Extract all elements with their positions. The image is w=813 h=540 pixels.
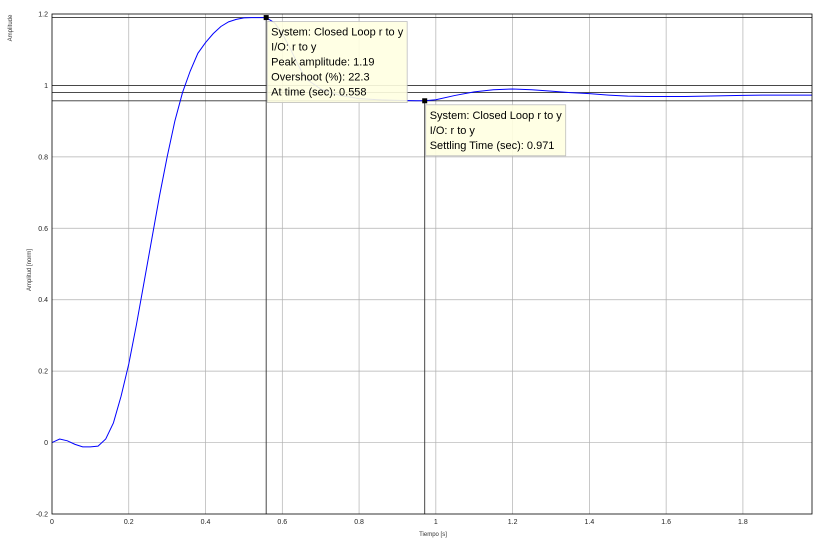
y-tick-label: -0.2 — [36, 512, 48, 519]
datatip-line: Overshoot (%): 22.3 — [271, 72, 369, 84]
datatip-line: I/O: r to y — [430, 125, 476, 137]
characteristic-reference-lines — [52, 17, 812, 514]
x-tick-label: 1.2 — [508, 519, 518, 526]
datatip-line: Settling Time (sec): 0.971 — [430, 140, 555, 152]
y-tick-label: 0.8 — [38, 154, 48, 161]
datatip-group: System: Closed Loop r to y I/O: r to y Pea… — [266, 21, 567, 157]
datatip-line: System: Closed Loop r to y — [271, 27, 404, 39]
x-tick-label: 0.6 — [277, 519, 287, 526]
y-tick-label: 0.2 — [38, 369, 48, 376]
datatip-line: At time (sec): 0.558 — [271, 87, 366, 99]
datatip-box[interactable]: System: Closed Loop r to y I/O: r to y Pea… — [266, 21, 408, 103]
y-tick-label: 0.6 — [38, 226, 48, 233]
x-tick-label: 0.8 — [354, 519, 364, 526]
datatip-line: System: Closed Loop r to y — [430, 110, 563, 122]
y-tick-label: 0.4 — [38, 297, 48, 304]
y-axis-title: Amplitud [norm] — [27, 249, 33, 291]
marker-group — [263, 15, 428, 104]
y-tick-label: 1.2 — [38, 12, 48, 19]
datatip-background — [266, 21, 408, 103]
x-tick-label: 1.4 — [585, 519, 595, 526]
datatip-line: Peak amplitude: 1.19 — [271, 57, 374, 69]
datatip-marker[interactable] — [263, 15, 269, 21]
datatip-box[interactable]: System: Closed Loop r to y I/O: r to y Set… — [425, 104, 567, 157]
x-tick-label: 0.4 — [201, 519, 211, 526]
x-axis-title: Tiempo [s] — [419, 532, 447, 538]
outer-y-axis-title: Amplitude — [8, 14, 14, 41]
x-tick-label: 1.8 — [738, 519, 748, 526]
x-tick-label: 1.6 — [661, 519, 671, 526]
x-tick-label: 0 — [50, 519, 54, 526]
y-tick-label: 0 — [44, 440, 48, 447]
x-tick-label: 1 — [434, 519, 438, 526]
datatip-line: I/O: r to y — [271, 42, 317, 54]
plot-frame — [51, 13, 813, 515]
plot-area[interactable] — [52, 14, 812, 514]
x-tick-label: 0.2 — [124, 519, 134, 526]
tick-labels: 0 0.2 0.4 0.6 0.8 1 1.2 1.4 1.6 1.8-0.200.20.40.6… — [36, 12, 748, 527]
y-tick-label: 1 — [44, 83, 48, 90]
datatip-marker[interactable] — [422, 98, 428, 104]
datatip-background — [425, 104, 567, 157]
